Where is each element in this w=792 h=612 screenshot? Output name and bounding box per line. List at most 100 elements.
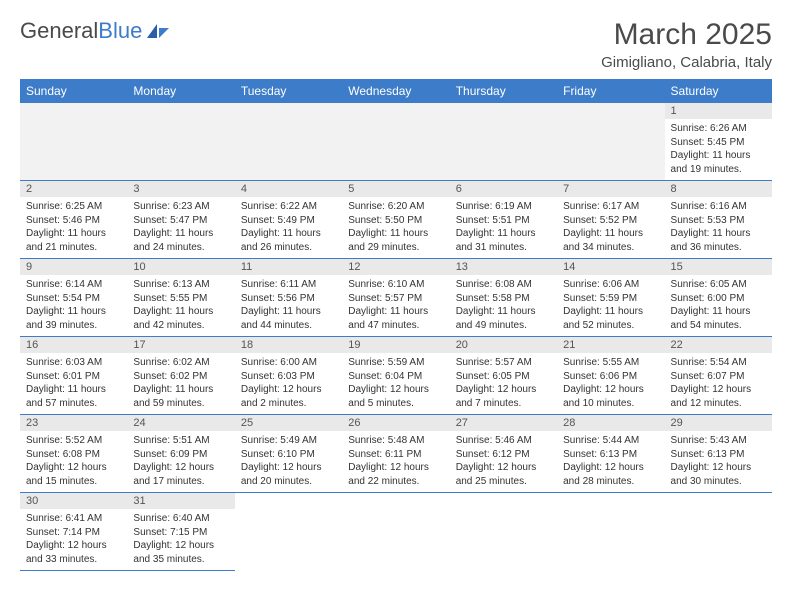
calendar-row: 1Sunrise: 6:26 AMSunset: 5:45 PMDaylight… (20, 103, 772, 181)
sunset-text: Sunset: 5:54 PM (26, 292, 121, 306)
calendar-row: 9Sunrise: 6:14 AMSunset: 5:54 PMDaylight… (20, 259, 772, 337)
sunset-text: Sunset: 5:46 PM (26, 214, 121, 228)
sunrise-text: Sunrise: 6:22 AM (241, 200, 336, 214)
day-number: 27 (450, 415, 557, 431)
page-header: GeneralBlue March 2025 Gimigliano, Calab… (20, 18, 772, 71)
day-cell: 2Sunrise: 6:25 AMSunset: 5:46 PMDaylight… (20, 181, 127, 259)
day-cell: 30Sunrise: 6:41 AMSunset: 7:14 PMDayligh… (20, 493, 127, 571)
day-number: 14 (557, 259, 664, 275)
title-block: March 2025 Gimigliano, Calabria, Italy (601, 18, 772, 71)
day-number: 25 (235, 415, 342, 431)
sunrise-text: Sunrise: 6:14 AM (26, 278, 121, 292)
sunrise-text: Sunrise: 5:49 AM (241, 434, 336, 448)
empty-cell (127, 103, 234, 181)
day-cell: 17Sunrise: 6:02 AMSunset: 6:02 PMDayligh… (127, 337, 234, 415)
day-number: 22 (665, 337, 772, 353)
sunset-text: Sunset: 6:04 PM (348, 370, 443, 384)
empty-cell (20, 103, 127, 181)
empty-cell (342, 103, 449, 181)
day-body: Sunrise: 6:19 AMSunset: 5:51 PMDaylight:… (450, 197, 557, 258)
sunset-text: Sunset: 5:50 PM (348, 214, 443, 228)
brand-part2: Blue (98, 18, 142, 44)
day-cell: 18Sunrise: 6:00 AMSunset: 6:03 PMDayligh… (235, 337, 342, 415)
day-body: Sunrise: 6:40 AMSunset: 7:15 PMDaylight:… (127, 509, 234, 570)
daylight-text: Daylight: 11 hours and 52 minutes. (563, 305, 658, 332)
day-cell: 5Sunrise: 6:20 AMSunset: 5:50 PMDaylight… (342, 181, 449, 259)
sunrise-text: Sunrise: 5:55 AM (563, 356, 658, 370)
day-body: Sunrise: 6:00 AMSunset: 6:03 PMDaylight:… (235, 353, 342, 414)
day-body: Sunrise: 6:02 AMSunset: 6:02 PMDaylight:… (127, 353, 234, 414)
day-number: 12 (342, 259, 449, 275)
day-cell: 3Sunrise: 6:23 AMSunset: 5:47 PMDaylight… (127, 181, 234, 259)
sunrise-text: Sunrise: 6:41 AM (26, 512, 121, 526)
sunrise-text: Sunrise: 6:19 AM (456, 200, 551, 214)
sail-icon (145, 22, 171, 40)
sunrise-text: Sunrise: 6:11 AM (241, 278, 336, 292)
day-number: 8 (665, 181, 772, 197)
calendar-thead: SundayMondayTuesdayWednesdayThursdayFrid… (20, 79, 772, 103)
sunrise-text: Sunrise: 6:00 AM (241, 356, 336, 370)
sunrise-text: Sunrise: 6:17 AM (563, 200, 658, 214)
daylight-text: Daylight: 12 hours and 7 minutes. (456, 383, 551, 410)
day-cell: 8Sunrise: 6:16 AMSunset: 5:53 PMDaylight… (665, 181, 772, 259)
day-cell: 29Sunrise: 5:43 AMSunset: 6:13 PMDayligh… (665, 415, 772, 493)
weekday-header: Saturday (665, 79, 772, 103)
day-body: Sunrise: 6:17 AMSunset: 5:52 PMDaylight:… (557, 197, 664, 258)
day-body: Sunrise: 5:59 AMSunset: 6:04 PMDaylight:… (342, 353, 449, 414)
calendar-row: 2Sunrise: 6:25 AMSunset: 5:46 PMDaylight… (20, 181, 772, 259)
day-body: Sunrise: 5:43 AMSunset: 6:13 PMDaylight:… (665, 431, 772, 492)
day-cell: 31Sunrise: 6:40 AMSunset: 7:15 PMDayligh… (127, 493, 234, 571)
daylight-text: Daylight: 12 hours and 35 minutes. (133, 539, 228, 566)
weekday-header: Wednesday (342, 79, 449, 103)
sunset-text: Sunset: 5:57 PM (348, 292, 443, 306)
sunset-text: Sunset: 5:53 PM (671, 214, 766, 228)
empty-cell (557, 103, 664, 181)
daylight-text: Daylight: 11 hours and 24 minutes. (133, 227, 228, 254)
daylight-text: Daylight: 11 hours and 59 minutes. (133, 383, 228, 410)
day-number: 3 (127, 181, 234, 197)
daylight-text: Daylight: 12 hours and 22 minutes. (348, 461, 443, 488)
day-number: 19 (342, 337, 449, 353)
sunset-text: Sunset: 5:47 PM (133, 214, 228, 228)
day-body: Sunrise: 6:20 AMSunset: 5:50 PMDaylight:… (342, 197, 449, 258)
day-cell: 10Sunrise: 6:13 AMSunset: 5:55 PMDayligh… (127, 259, 234, 337)
sunset-text: Sunset: 5:45 PM (671, 136, 766, 150)
day-cell: 19Sunrise: 5:59 AMSunset: 6:04 PMDayligh… (342, 337, 449, 415)
day-body: Sunrise: 5:44 AMSunset: 6:13 PMDaylight:… (557, 431, 664, 492)
sunrise-text: Sunrise: 5:46 AM (456, 434, 551, 448)
daylight-text: Daylight: 12 hours and 28 minutes. (563, 461, 658, 488)
calendar-table: SundayMondayTuesdayWednesdayThursdayFrid… (20, 79, 772, 571)
weekday-header: Tuesday (235, 79, 342, 103)
sunrise-text: Sunrise: 6:13 AM (133, 278, 228, 292)
daylight-text: Daylight: 11 hours and 49 minutes. (456, 305, 551, 332)
month-title: March 2025 (601, 18, 772, 52)
sunset-text: Sunset: 7:15 PM (133, 526, 228, 540)
sunrise-text: Sunrise: 6:06 AM (563, 278, 658, 292)
sunrise-text: Sunrise: 5:59 AM (348, 356, 443, 370)
day-body: Sunrise: 6:08 AMSunset: 5:58 PMDaylight:… (450, 275, 557, 336)
sunset-text: Sunset: 6:00 PM (671, 292, 766, 306)
day-cell: 27Sunrise: 5:46 AMSunset: 6:12 PMDayligh… (450, 415, 557, 493)
day-body: Sunrise: 6:06 AMSunset: 5:59 PMDaylight:… (557, 275, 664, 336)
day-body: Sunrise: 6:13 AMSunset: 5:55 PMDaylight:… (127, 275, 234, 336)
sunset-text: Sunset: 6:12 PM (456, 448, 551, 462)
day-body: Sunrise: 5:52 AMSunset: 6:08 PMDaylight:… (20, 431, 127, 492)
daylight-text: Daylight: 11 hours and 44 minutes. (241, 305, 336, 332)
sunset-text: Sunset: 5:56 PM (241, 292, 336, 306)
daylight-text: Daylight: 12 hours and 10 minutes. (563, 383, 658, 410)
sunset-text: Sunset: 6:01 PM (26, 370, 121, 384)
day-cell: 4Sunrise: 6:22 AMSunset: 5:49 PMDaylight… (235, 181, 342, 259)
day-cell: 21Sunrise: 5:55 AMSunset: 6:06 PMDayligh… (557, 337, 664, 415)
daylight-text: Daylight: 11 hours and 36 minutes. (671, 227, 766, 254)
sunrise-text: Sunrise: 5:54 AM (671, 356, 766, 370)
daylight-text: Daylight: 11 hours and 31 minutes. (456, 227, 551, 254)
day-number: 5 (342, 181, 449, 197)
day-body: Sunrise: 6:22 AMSunset: 5:49 PMDaylight:… (235, 197, 342, 258)
day-cell: 9Sunrise: 6:14 AMSunset: 5:54 PMDaylight… (20, 259, 127, 337)
sunset-text: Sunset: 6:03 PM (241, 370, 336, 384)
sunrise-text: Sunrise: 6:08 AM (456, 278, 551, 292)
day-cell: 15Sunrise: 6:05 AMSunset: 6:00 PMDayligh… (665, 259, 772, 337)
day-body: Sunrise: 6:05 AMSunset: 6:00 PMDaylight:… (665, 275, 772, 336)
sunset-text: Sunset: 5:49 PM (241, 214, 336, 228)
daylight-text: Daylight: 12 hours and 15 minutes. (26, 461, 121, 488)
